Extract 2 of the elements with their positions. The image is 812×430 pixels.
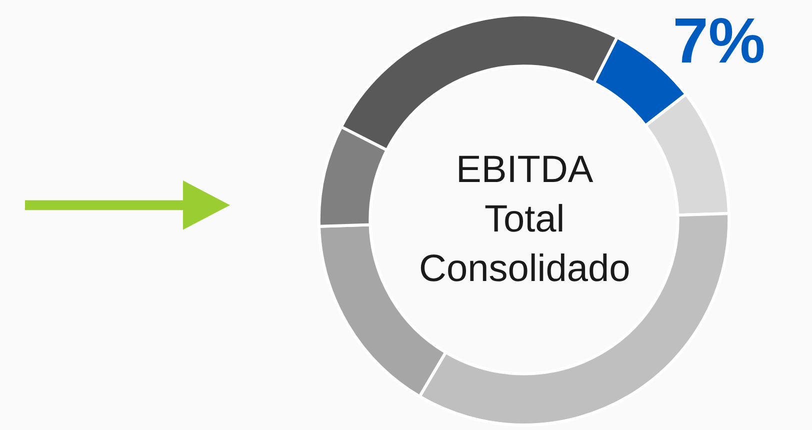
text: EBITDA Total Consolidado [419,149,630,290]
data-label: 7% [672,4,766,77]
